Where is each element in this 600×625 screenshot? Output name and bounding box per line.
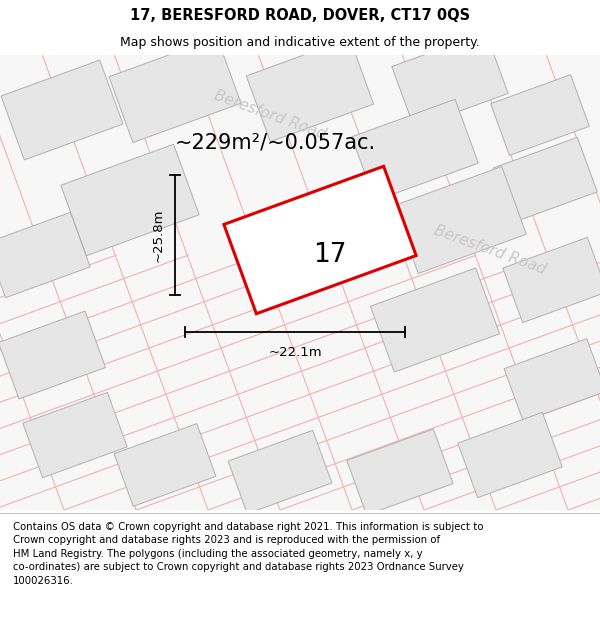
Polygon shape bbox=[352, 99, 478, 201]
Text: ~25.8m: ~25.8m bbox=[152, 208, 165, 262]
Polygon shape bbox=[109, 38, 241, 142]
Polygon shape bbox=[224, 166, 416, 314]
Polygon shape bbox=[228, 430, 332, 514]
Polygon shape bbox=[114, 424, 216, 506]
Text: Beresford Road: Beresford Road bbox=[432, 222, 548, 278]
Text: Contains OS data © Crown copyright and database right 2021. This information is : Contains OS data © Crown copyright and d… bbox=[13, 521, 484, 586]
Text: ~22.1m: ~22.1m bbox=[268, 346, 322, 359]
Polygon shape bbox=[0, 311, 106, 399]
Polygon shape bbox=[503, 238, 600, 322]
Polygon shape bbox=[493, 138, 597, 222]
Polygon shape bbox=[392, 32, 508, 128]
Polygon shape bbox=[458, 412, 562, 498]
Polygon shape bbox=[23, 392, 127, 478]
Polygon shape bbox=[0, 213, 90, 298]
Polygon shape bbox=[247, 38, 374, 142]
Text: Map shows position and indicative extent of the property.: Map shows position and indicative extent… bbox=[120, 36, 480, 49]
Polygon shape bbox=[370, 268, 500, 372]
Text: 17, BERESFORD ROAD, DOVER, CT17 0QS: 17, BERESFORD ROAD, DOVER, CT17 0QS bbox=[130, 8, 470, 23]
Text: 17: 17 bbox=[313, 242, 347, 268]
Text: ~229m²/~0.057ac.: ~229m²/~0.057ac. bbox=[175, 132, 376, 152]
Polygon shape bbox=[394, 166, 526, 274]
Polygon shape bbox=[504, 339, 600, 421]
Polygon shape bbox=[1, 60, 123, 160]
Polygon shape bbox=[61, 144, 199, 256]
Polygon shape bbox=[347, 429, 453, 515]
Polygon shape bbox=[491, 74, 589, 156]
Text: Beresford Road: Beresford Road bbox=[212, 88, 328, 142]
